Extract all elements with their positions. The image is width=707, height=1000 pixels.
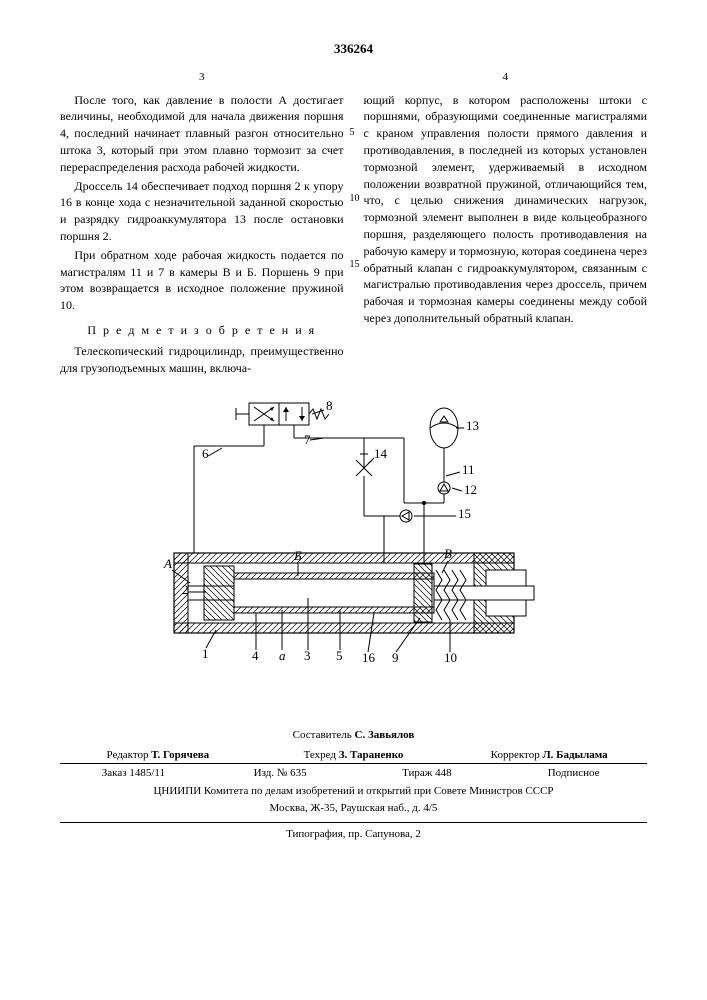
composer-line: Составитель С. Завьялов: [60, 728, 647, 743]
left-col-number: 3: [60, 70, 344, 85]
para: При обратном ходе рабочая жидкость подае…: [60, 247, 344, 314]
claim-title: П р е д м е т и з о б р е т е н и я: [60, 322, 344, 339]
line-number: 15: [350, 258, 360, 272]
svg-text:А: А: [163, 556, 172, 571]
claim-text: ющий корпус, в котором расположены штоки…: [364, 92, 648, 327]
right-col-number: 4: [364, 70, 648, 85]
document-number: 336264: [60, 40, 647, 58]
para: Дроссель 14 обеспечивает подход поршня 2…: [60, 178, 344, 245]
svg-text:9: 9: [392, 650, 399, 665]
svg-text:1: 1: [202, 646, 209, 661]
svg-text:5: 5: [336, 648, 343, 663]
org-address: Москва, Ж-35, Раушская наб., д. 4/5: [60, 801, 647, 816]
svg-text:6: 6: [202, 446, 209, 461]
right-column: 4 5 10 15 ющий корпус, в котором располо…: [364, 70, 648, 378]
svg-text:7: 7: [304, 432, 311, 447]
claim-start: Телескопический гидроцилиндр, преимущест…: [60, 343, 344, 377]
hydraulic-cylinder-diagram: А Б В 2 1 4 а 3 5 16 9 10 6 7 8 13: [144, 398, 564, 688]
throttle-valve: [356, 438, 372, 498]
para: После того, как давление в полости А дос…: [60, 92, 344, 176]
footer-block: Составитель С. Завьялов Редактор Т. Горя…: [60, 728, 647, 842]
svg-text:3: 3: [304, 648, 311, 663]
line-number: 10: [350, 192, 360, 206]
cylinder-body: [174, 533, 534, 633]
svg-text:а: а: [279, 648, 286, 663]
svg-text:15: 15: [458, 506, 471, 521]
svg-text:10: 10: [444, 650, 457, 665]
text-columns: 3 После того, как давление в полости А д…: [60, 70, 647, 378]
svg-text:8: 8: [326, 398, 333, 413]
svg-text:11: 11: [462, 462, 475, 477]
svg-text:13: 13: [466, 418, 479, 433]
svg-text:Б: Б: [293, 548, 302, 563]
svg-text:16: 16: [362, 650, 376, 665]
roles-row: Редактор Т. Горячева Техред З. Тараненко…: [60, 748, 647, 763]
pubinfo-row: Заказ 1485/11 Изд. № 635 Тираж 448 Подпи…: [60, 763, 647, 781]
typography-line: Типография, пр. Сапунова, 2: [60, 822, 647, 842]
svg-text:14: 14: [374, 446, 388, 461]
svg-text:4: 4: [252, 648, 259, 663]
accumulator: [430, 408, 458, 478]
control-valve: [236, 403, 329, 425]
left-column: 3 После того, как давление в полости А д…: [60, 70, 344, 378]
svg-text:2: 2: [182, 582, 189, 597]
svg-text:В: В: [444, 546, 452, 561]
line-number: 5: [350, 126, 355, 140]
org-line: ЦНИИПИ Комитета по делам изобретений и о…: [60, 784, 647, 799]
svg-text:12: 12: [464, 482, 477, 497]
